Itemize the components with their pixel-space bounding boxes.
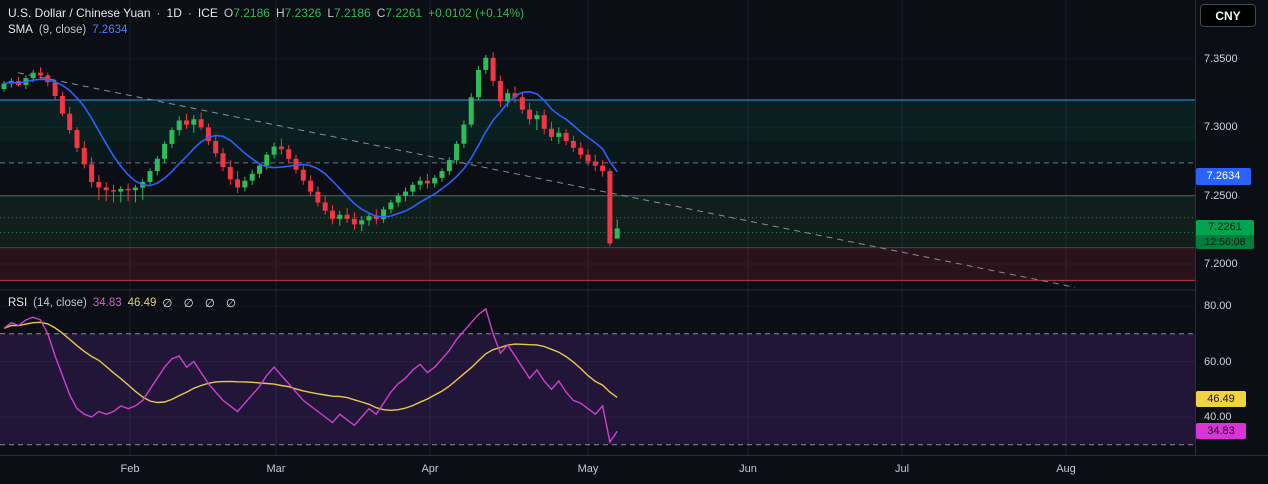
rsi-legend: RSI (14, close) 34.83 46.49 ∅ ∅ ∅ ∅ bbox=[8, 296, 240, 310]
rsi-band bbox=[0, 333, 1195, 445]
ohlc-high: H 7.2326 bbox=[275, 6, 322, 20]
rsi-tick-label: 40.00 bbox=[1204, 411, 1232, 423]
time-axis[interactable]: Feb Mar Apr May Jun Jul Aug bbox=[0, 455, 1268, 484]
price-tick-label: 7.2000 bbox=[1204, 258, 1238, 271]
sma-params: (9, close) bbox=[38, 24, 87, 36]
rsi-tick-label: 80.00 bbox=[1204, 300, 1232, 313]
rsi-line bbox=[3, 307, 618, 444]
ohlc-low: L 7.2186 bbox=[327, 6, 371, 20]
last-price-badge: 7.2261 12:56:08 bbox=[1196, 220, 1254, 249]
sma-price-badge: 7.2634 bbox=[1196, 168, 1251, 185]
price-tick-label: 7.3000 bbox=[1204, 121, 1238, 134]
time-axis-label: Feb bbox=[120, 463, 140, 475]
rsi-value: 34.83 bbox=[92, 297, 122, 309]
symbol-title[interactable]: U.S. Dollar / Chinese Yuan bbox=[8, 6, 151, 20]
chart-svg bbox=[0, 0, 1195, 455]
time-axis-label: May bbox=[577, 463, 599, 475]
time-axis-label: Jul bbox=[894, 463, 910, 475]
exchange-label: ICE bbox=[197, 6, 218, 20]
legend-separator: · bbox=[187, 6, 192, 20]
price-tick-label: 7.2500 bbox=[1204, 189, 1238, 202]
trendline[interactable] bbox=[17, 72, 1076, 288]
rsi-ma-value: 46.49 bbox=[127, 297, 157, 309]
price-tick-label: 7.3500 bbox=[1204, 53, 1238, 66]
time-axis-label: Mar bbox=[266, 463, 286, 475]
time-axis-label: Apr bbox=[421, 463, 439, 475]
rsi-ma-line bbox=[3, 321, 618, 412]
time-axis-label: Jun bbox=[739, 463, 757, 475]
time-axis-label: Aug bbox=[1056, 463, 1076, 475]
sma-line bbox=[3, 78, 618, 218]
sma-indicator-name[interactable]: SMA bbox=[8, 24, 33, 36]
rsi-badge: 34.83 bbox=[1196, 423, 1246, 439]
sma-value: 7.2634 bbox=[92, 24, 128, 36]
ohlc-close: C 7.2261 bbox=[376, 6, 423, 20]
legend-separator: · bbox=[156, 6, 161, 20]
price-zones bbox=[0, 99, 1195, 281]
rsi-ma-badge: 46.49 bbox=[1196, 391, 1246, 407]
countdown-timer: 12:56:08 bbox=[1196, 235, 1254, 249]
rsi-tick-label: 60.00 bbox=[1204, 355, 1232, 368]
ohlc-open: O 7.2186 bbox=[223, 6, 270, 20]
price-change: +0.0102 (+0.14%) bbox=[428, 6, 525, 20]
rsi-params: (14, close) bbox=[33, 297, 87, 309]
price-axis[interactable]: CNY 7.2634 7.2261 12:56:08 46.49 34.83 7… bbox=[1195, 0, 1268, 455]
rsi-empty-slots: ∅ ∅ ∅ ∅ bbox=[162, 298, 241, 310]
interval-label[interactable]: 1D bbox=[166, 6, 182, 20]
sma-legend: SMA (9, close) 7.2634 bbox=[8, 24, 127, 36]
rsi-indicator-name[interactable]: RSI bbox=[8, 297, 28, 309]
currency-button[interactable]: CNY bbox=[1200, 4, 1256, 27]
last-price-value: 7.2261 bbox=[1208, 221, 1242, 233]
candlesticks bbox=[1, 52, 620, 247]
